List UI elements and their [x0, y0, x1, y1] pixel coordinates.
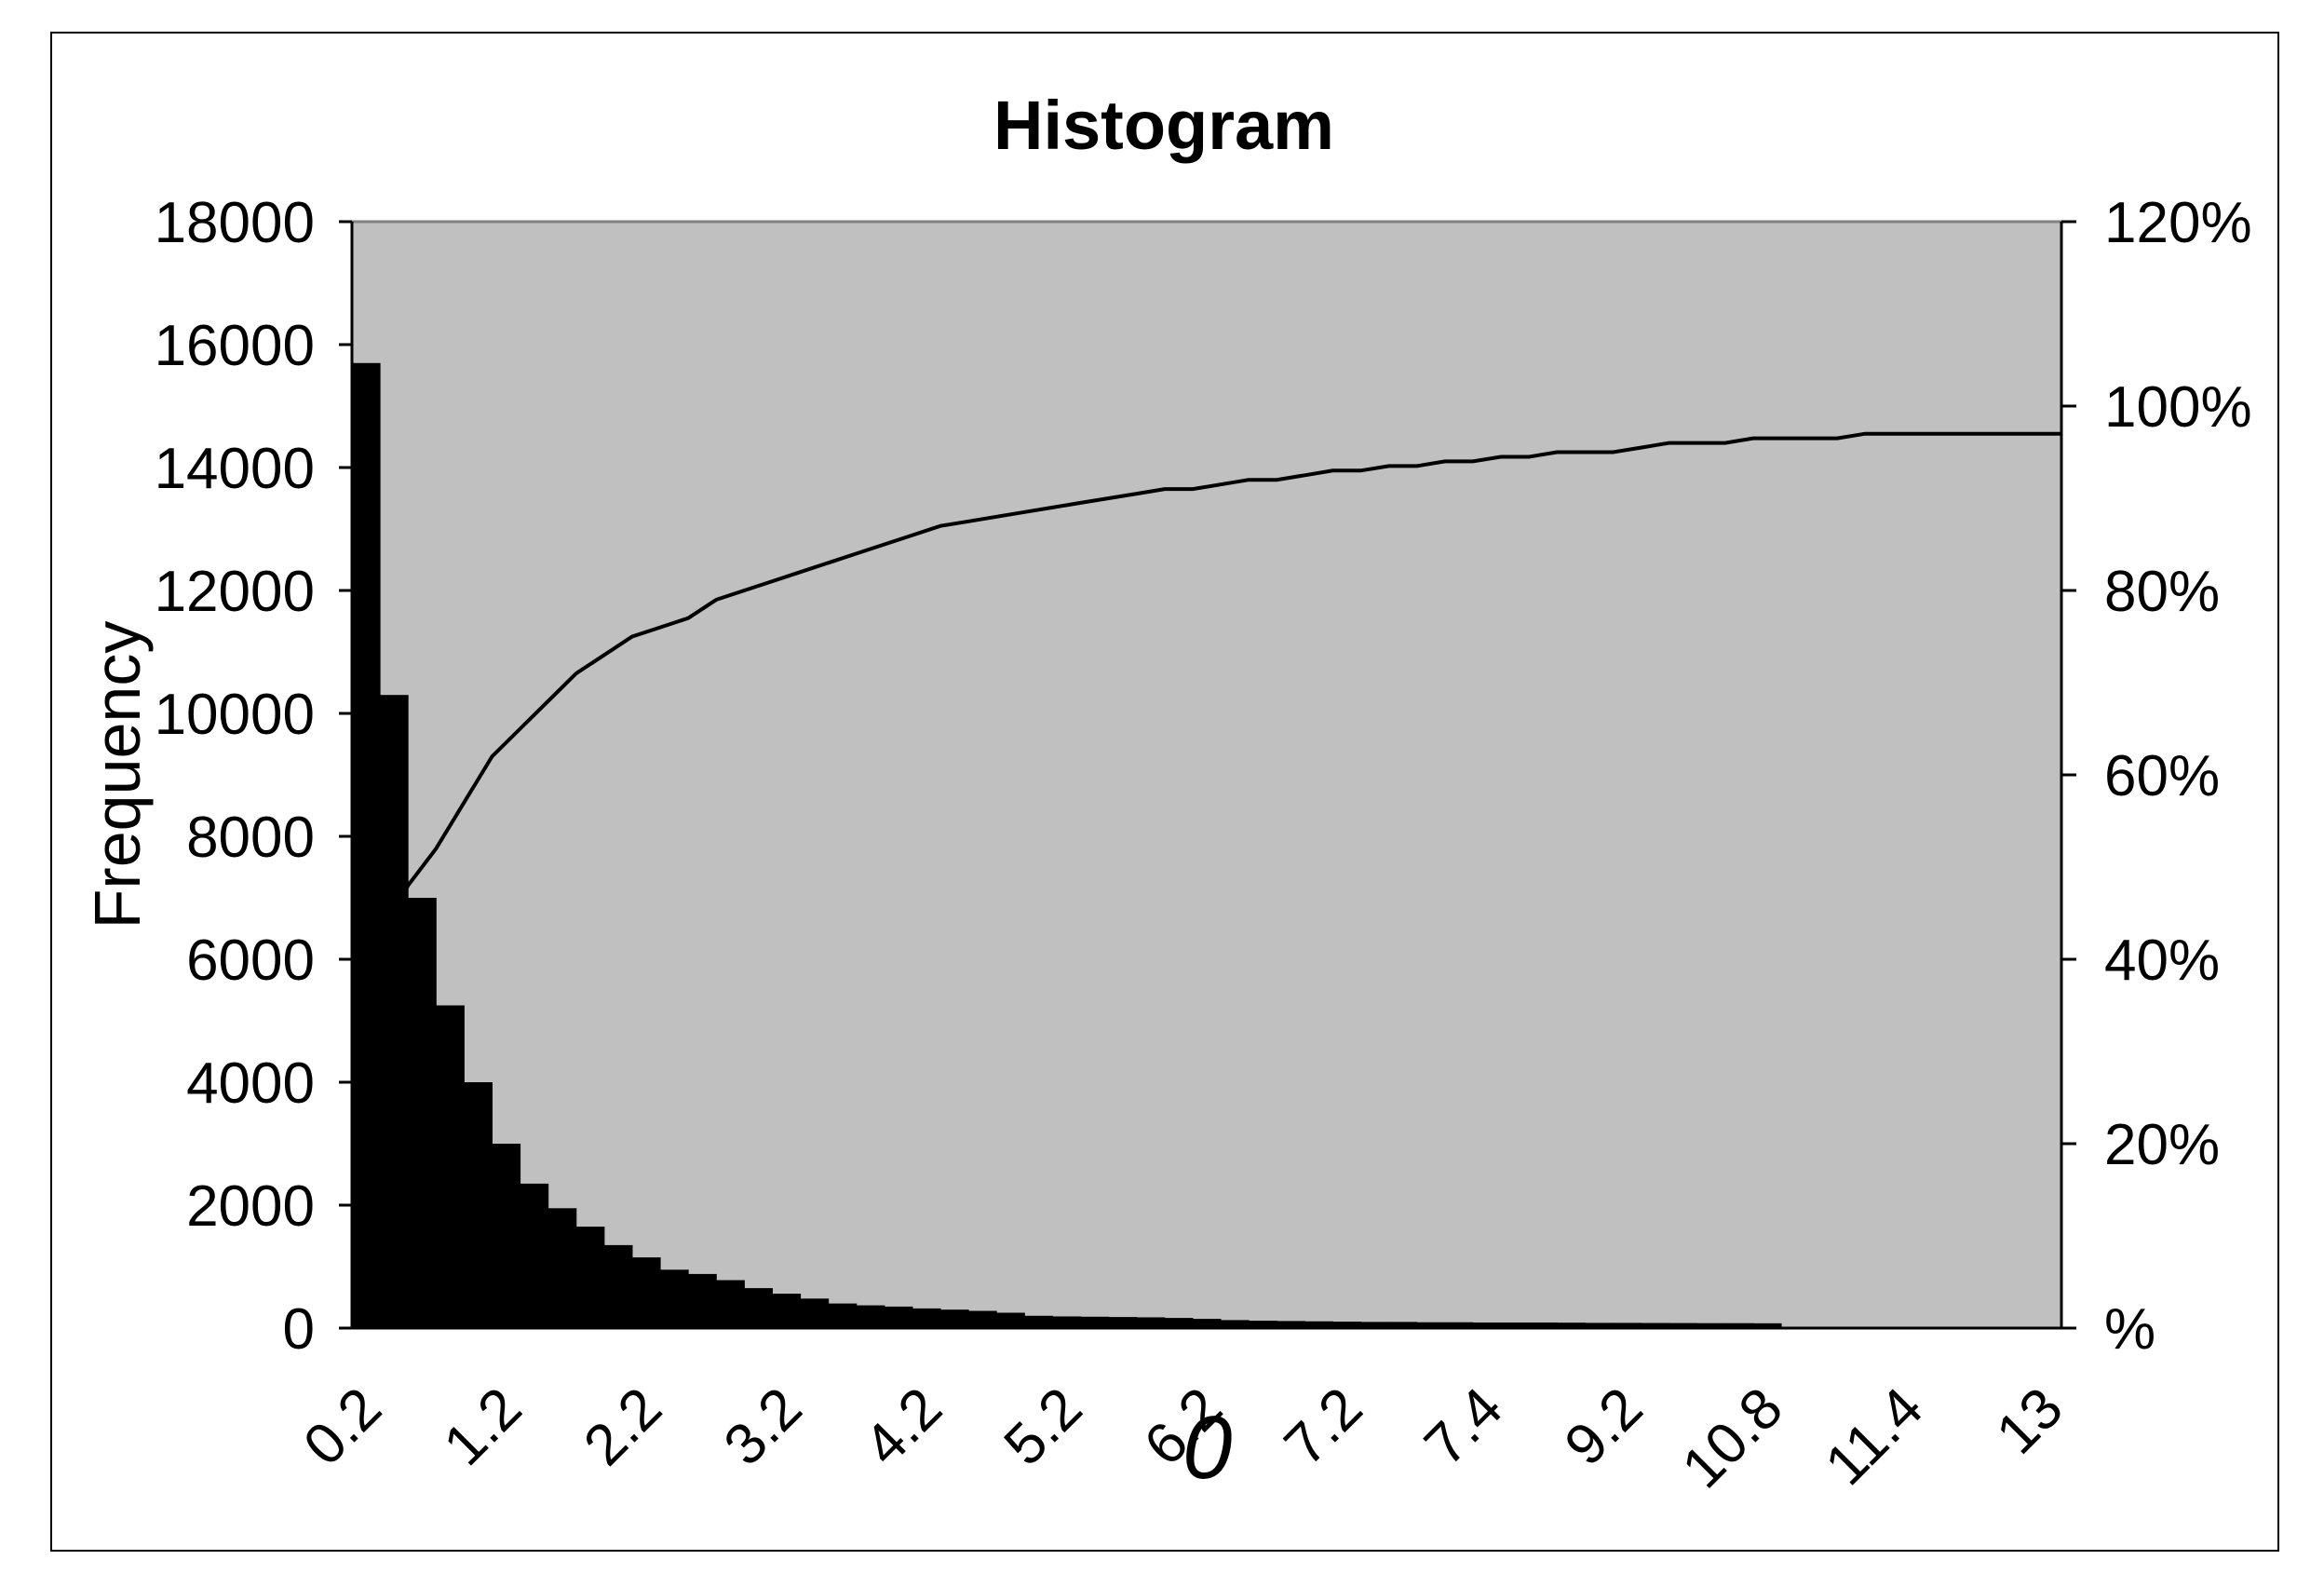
bar-39	[1444, 1322, 1474, 1328]
x-tick-label: 9.2	[1553, 1376, 1655, 1478]
bar-26	[1080, 1316, 1110, 1328]
cumulative-percent-line	[378, 431, 2061, 943]
bar-20	[912, 1308, 941, 1328]
bar-8	[575, 1227, 605, 1328]
bar-15	[772, 1294, 802, 1328]
bar-9	[603, 1244, 633, 1328]
bar-32	[1249, 1321, 1277, 1328]
bar-46	[1641, 1322, 1670, 1328]
bar-47	[1669, 1322, 1698, 1328]
y-tick-label: 10000	[155, 683, 315, 747]
bar-45	[1613, 1322, 1642, 1328]
y2-axis-ticks: % 20% 40% 60% 80% 100% 120%	[2061, 191, 2252, 1362]
bar-21	[940, 1309, 969, 1328]
bar-25	[1052, 1316, 1082, 1328]
bar-1	[380, 695, 409, 1328]
y2-tick-label: 40%	[2104, 929, 2220, 993]
y2-tick-label: 120%	[2104, 191, 2252, 255]
x-tick-label: 5.2	[993, 1376, 1095, 1478]
bar-41	[1501, 1322, 1530, 1328]
x-tick-label: 13	[1984, 1376, 2075, 1467]
x-tick-label: 7.4	[1412, 1376, 1515, 1478]
y-tick-label: 2000	[186, 1174, 315, 1239]
bar-13	[716, 1280, 745, 1328]
bar-18	[856, 1305, 885, 1328]
y-tick-label: 4000	[186, 1051, 315, 1116]
x-tick-label: 3.2	[712, 1376, 815, 1478]
y2-tick-label: 100%	[2104, 375, 2252, 440]
x-tick-label: 4.2	[852, 1376, 954, 1478]
bar-2	[408, 898, 437, 1328]
y2-tick-label: %	[2104, 1297, 2155, 1362]
y-tick-label: 0	[283, 1297, 315, 1362]
y-tick-label: 14000	[155, 437, 315, 501]
y-tick-label: 12000	[155, 560, 315, 624]
bar-49	[1724, 1322, 1754, 1328]
x-tick-label: 11.4	[1813, 1376, 1935, 1498]
bar-40	[1472, 1322, 1502, 1328]
bar-23	[996, 1312, 1025, 1328]
bar-48	[1696, 1322, 1726, 1328]
bar-14	[744, 1288, 773, 1328]
bar-37	[1388, 1322, 1418, 1328]
bar-50	[1752, 1322, 1782, 1328]
bar-31	[1221, 1320, 1250, 1328]
chart-title: Histogram	[993, 87, 1334, 164]
bar-22	[968, 1310, 997, 1328]
bar-0	[352, 362, 381, 1328]
stray-glyph: 0	[1182, 1398, 1233, 1498]
x-tick-label: 1.2	[432, 1376, 534, 1478]
bar-36	[1360, 1322, 1390, 1328]
y-tick-label: 8000	[186, 806, 315, 870]
bars-group	[352, 362, 1782, 1328]
bar-43	[1557, 1322, 1586, 1328]
bar-34	[1304, 1321, 1333, 1328]
bar-6	[520, 1183, 549, 1328]
bar-16	[800, 1298, 830, 1328]
bar-35	[1332, 1322, 1362, 1328]
x-tick-label: 7.2	[1273, 1376, 1375, 1478]
bar-10	[631, 1257, 661, 1328]
bar-17	[828, 1303, 858, 1328]
bar-11	[660, 1269, 689, 1328]
bar-29	[1164, 1318, 1194, 1328]
bar-4	[464, 1082, 493, 1328]
y2-tick-label: 80%	[2104, 560, 2220, 624]
y2-tick-label: 60%	[2104, 744, 2220, 808]
x-tick-label: 2.2	[572, 1376, 674, 1478]
bar-38	[1416, 1322, 1446, 1328]
bar-3	[436, 1005, 465, 1328]
bar-33	[1277, 1321, 1305, 1328]
bar-42	[1529, 1322, 1558, 1328]
bar-30	[1192, 1319, 1222, 1328]
bar-28	[1136, 1317, 1166, 1328]
bar-7	[547, 1208, 577, 1328]
y-tick-label: 6000	[186, 929, 315, 993]
y-tick-label: 18000	[155, 191, 315, 255]
bar-5	[492, 1144, 521, 1328]
y-axis-ticks: 0 2000 4000 6000 8000 10000 12000 14000 16000 180…	[155, 191, 352, 1362]
bar-27	[1108, 1317, 1138, 1328]
bar-19	[884, 1306, 913, 1328]
y2-tick-label: 20%	[2104, 1113, 2220, 1177]
bar-44	[1585, 1322, 1614, 1328]
y-tick-label: 16000	[155, 314, 315, 378]
x-tick-label: 0.2	[291, 1376, 394, 1478]
plot-area	[350, 220, 2063, 1330]
bar-24	[1024, 1315, 1053, 1328]
y-axis-label: Frequency	[81, 621, 154, 929]
bar-12	[688, 1273, 717, 1328]
x-tick-label: 10.8	[1670, 1376, 1795, 1500]
